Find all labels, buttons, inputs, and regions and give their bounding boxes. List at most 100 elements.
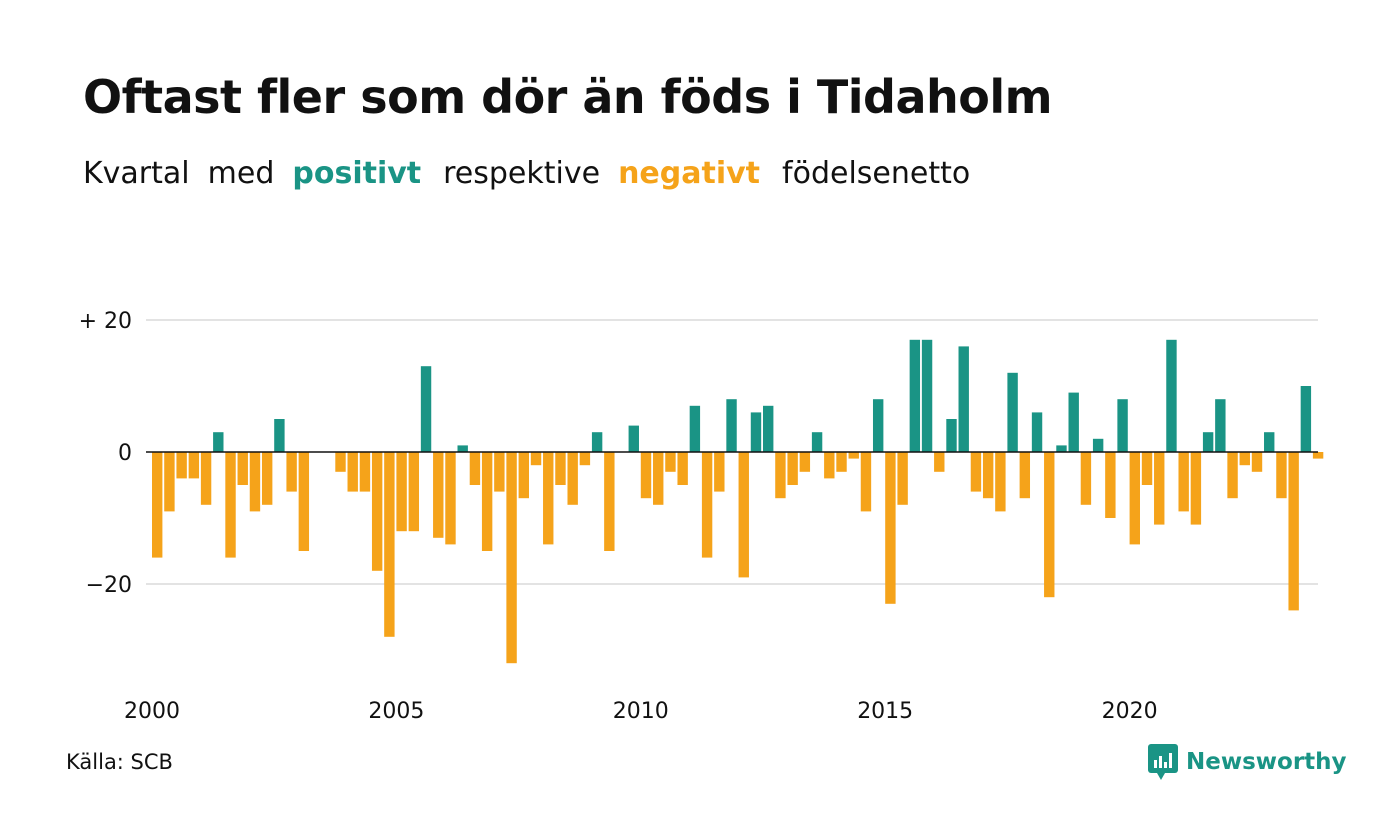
- bar-negative: [897, 452, 908, 505]
- bar-positive: [1300, 386, 1312, 452]
- bar-negative: [1105, 452, 1116, 518]
- bar-negative: [176, 452, 187, 479]
- bar-negative: [677, 452, 688, 485]
- bar-positive: [1031, 412, 1043, 452]
- bar-negative: [579, 452, 591, 466]
- brand-name: Newsworthy: [1186, 749, 1347, 775]
- subtitle-word-fodelsenetto: födelsenetto: [782, 156, 971, 191]
- bar-negative: [200, 452, 212, 505]
- bar-negative: [481, 452, 493, 551]
- bar-negative: [653, 452, 664, 505]
- y-tick-label: 0: [118, 441, 132, 466]
- bar-negative: [249, 452, 261, 512]
- bar-negative: [848, 452, 859, 459]
- bar-negative: [934, 452, 945, 472]
- bar-positive: [274, 419, 285, 452]
- bar-negative: [1129, 452, 1140, 545]
- bar-negative: [396, 452, 407, 532]
- bar-negative: [604, 452, 615, 551]
- bar-positive: [811, 432, 823, 452]
- bar-negative: [1276, 452, 1287, 499]
- chart-title: Oftast fler som dör än föds i Tidaholm: [83, 70, 1053, 124]
- bar-positive: [1056, 445, 1067, 452]
- bar-positive: [958, 346, 969, 452]
- bar-positive: [909, 339, 921, 452]
- bar-negative: [1312, 452, 1324, 459]
- bar-positive: [1166, 339, 1177, 452]
- bar-negative: [1044, 452, 1055, 598]
- bar-negative: [371, 452, 383, 571]
- bar-negative: [543, 452, 554, 545]
- bar-positive: [689, 405, 701, 452]
- bar-negative: [152, 452, 163, 558]
- bar-positive: [591, 432, 603, 452]
- x-tick-label: 2015: [857, 699, 913, 724]
- x-tick-label: 2000: [124, 699, 180, 724]
- bar-negative: [237, 452, 248, 485]
- bar-negative: [799, 452, 811, 472]
- bar-negative: [775, 452, 786, 499]
- subtitle-negative-label: negativt: [618, 156, 761, 191]
- bar-negative: [298, 452, 310, 551]
- bar-positive: [872, 399, 884, 452]
- y-tick-label: −20: [86, 573, 132, 598]
- bar-negative: [261, 452, 273, 505]
- bar-negative: [555, 452, 566, 485]
- subtitle-positive-label: positivt: [292, 156, 422, 191]
- bar-negative: [982, 452, 994, 499]
- bar-positive: [750, 412, 762, 452]
- bar-negative: [1251, 452, 1263, 472]
- bar-positive: [1264, 432, 1275, 452]
- bar-negative: [347, 452, 358, 492]
- bar-positive: [457, 445, 468, 452]
- bar-negative: [640, 452, 652, 499]
- bar-negative: [1239, 452, 1250, 466]
- gridlines: [146, 319, 1318, 585]
- bar-negative: [164, 452, 175, 512]
- bar-positive: [1117, 399, 1128, 452]
- newsworthy-logo-icon: [1148, 744, 1178, 780]
- bar-negative: [970, 452, 982, 492]
- bars: [146, 339, 1324, 664]
- bar-negative: [359, 452, 371, 492]
- bar-negative: [885, 452, 896, 604]
- bar-positive: [1092, 438, 1104, 452]
- bar-negative: [445, 452, 456, 545]
- source-note: Källa: SCB: [66, 750, 173, 774]
- bar-negative: [836, 452, 847, 472]
- subtitle-word-kvartal: Kvartal: [83, 156, 190, 191]
- bar-negative: [567, 452, 578, 505]
- x-tick-label: 2020: [1102, 699, 1158, 724]
- bar-negative: [1141, 452, 1153, 485]
- x-tick-label: 2005: [368, 699, 424, 724]
- bar-negative: [433, 452, 444, 538]
- bar-negative: [714, 452, 725, 492]
- bar-negative: [384, 452, 395, 637]
- x-tick-label: 2010: [613, 699, 669, 724]
- bar-positive: [763, 405, 774, 452]
- bar-negative: [469, 452, 481, 485]
- bar-negative: [1227, 452, 1238, 499]
- bar-positive: [921, 339, 933, 452]
- bar-positive: [420, 366, 432, 452]
- bar-negative: [188, 452, 200, 479]
- bar-negative: [860, 452, 872, 512]
- bar-positive: [1068, 392, 1079, 452]
- subtitle-word-respektive: respektive: [443, 156, 601, 191]
- bar-positive: [1215, 399, 1226, 452]
- bar-negative: [1178, 452, 1189, 512]
- bar-positive: [1007, 372, 1018, 452]
- brand-logo: Newsworthy: [1148, 742, 1347, 782]
- bar-negative: [1154, 452, 1165, 525]
- bar-negative: [518, 452, 529, 499]
- bar-negative: [665, 452, 676, 472]
- bar-negative: [701, 452, 713, 558]
- bar-negative: [738, 452, 749, 578]
- bar-positive: [946, 419, 957, 452]
- bar-negative: [1288, 452, 1299, 611]
- bar-negative: [824, 452, 835, 479]
- chart-subtitle: Kvartal med positivt respektive negativt föde…: [83, 156, 988, 191]
- bar-positive: [1202, 432, 1214, 452]
- bar-negative: [995, 452, 1006, 512]
